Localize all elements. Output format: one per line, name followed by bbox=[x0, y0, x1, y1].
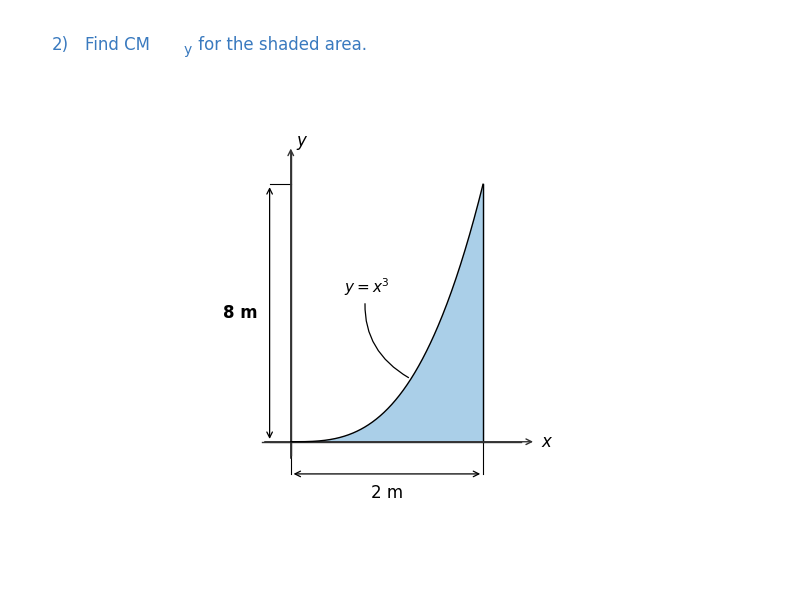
Text: 8 m: 8 m bbox=[224, 304, 258, 322]
Text: for the shaded area.: for the shaded area. bbox=[193, 36, 367, 54]
Text: 2 m: 2 m bbox=[371, 483, 403, 501]
Text: y: y bbox=[184, 43, 192, 57]
Text: $x$: $x$ bbox=[541, 433, 553, 451]
Text: $y = x^3$: $y = x^3$ bbox=[343, 276, 408, 377]
Text: 2): 2) bbox=[52, 36, 69, 54]
Text: Find CM: Find CM bbox=[85, 36, 150, 54]
Text: $y$: $y$ bbox=[296, 134, 308, 152]
